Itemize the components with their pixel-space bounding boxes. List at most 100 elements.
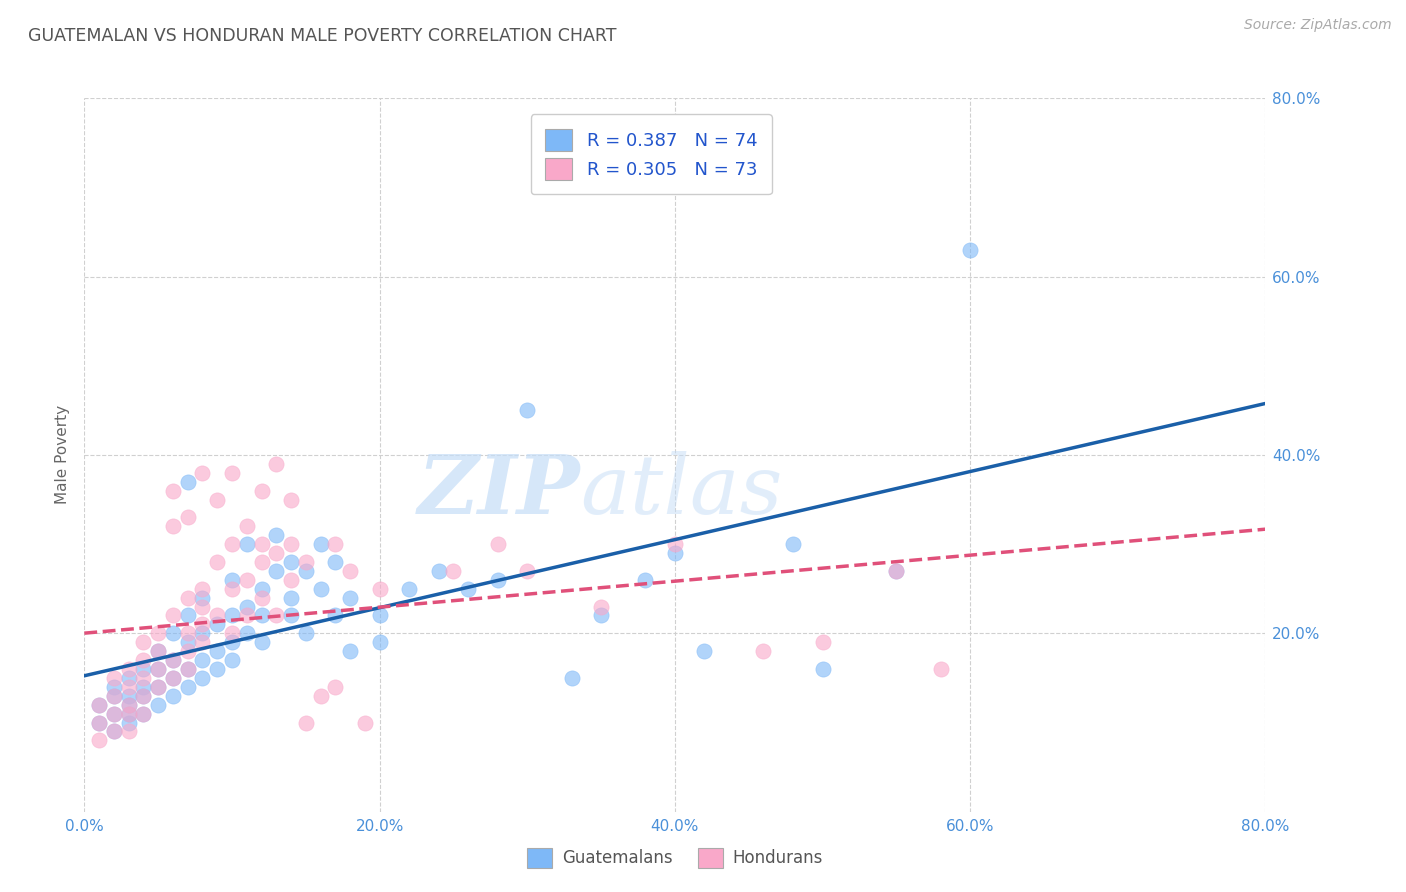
- Point: [132, 689, 155, 703]
- Point: [264, 528, 288, 542]
- Point: [118, 706, 141, 721]
- Point: [103, 689, 125, 703]
- Point: [811, 635, 834, 649]
- Point: [118, 662, 141, 676]
- Point: [118, 698, 141, 712]
- Point: [191, 591, 214, 605]
- Point: [118, 706, 141, 721]
- Point: [929, 662, 952, 676]
- Point: [280, 608, 302, 623]
- Point: [205, 644, 228, 658]
- Point: [264, 564, 288, 578]
- Point: [132, 635, 155, 649]
- Point: [177, 626, 200, 640]
- Y-axis label: Male Poverty: Male Poverty: [55, 405, 70, 505]
- Point: [323, 608, 347, 623]
- Point: [177, 475, 200, 489]
- Point: [221, 653, 243, 667]
- Point: [148, 644, 170, 658]
- Point: [339, 644, 361, 658]
- Point: [486, 573, 509, 587]
- Point: [221, 608, 243, 623]
- Point: [177, 644, 200, 658]
- Point: [132, 671, 155, 685]
- Point: [280, 537, 302, 551]
- Point: [250, 635, 273, 649]
- Point: [132, 689, 155, 703]
- Point: [191, 671, 214, 685]
- Point: [118, 689, 141, 703]
- Point: [87, 733, 111, 747]
- Point: [250, 608, 273, 623]
- Point: [162, 519, 184, 533]
- Point: [148, 644, 170, 658]
- Point: [295, 626, 318, 640]
- Point: [148, 626, 170, 640]
- Point: [264, 546, 288, 560]
- Point: [191, 582, 214, 596]
- Point: [323, 537, 347, 551]
- Point: [339, 591, 361, 605]
- Point: [959, 243, 981, 257]
- Point: [205, 492, 228, 507]
- Point: [693, 644, 716, 658]
- Point: [280, 492, 302, 507]
- Point: [516, 564, 538, 578]
- Point: [118, 680, 141, 694]
- Point: [177, 662, 200, 676]
- Point: [87, 715, 111, 730]
- Legend: Guatemalans, Hondurans: Guatemalans, Hondurans: [520, 841, 830, 875]
- Point: [118, 724, 141, 739]
- Point: [177, 591, 200, 605]
- Point: [148, 680, 170, 694]
- Point: [191, 466, 214, 480]
- Point: [221, 537, 243, 551]
- Point: [177, 608, 200, 623]
- Point: [132, 680, 155, 694]
- Point: [177, 680, 200, 694]
- Point: [295, 564, 318, 578]
- Point: [132, 653, 155, 667]
- Point: [177, 662, 200, 676]
- Point: [162, 608, 184, 623]
- Point: [323, 555, 347, 569]
- Point: [235, 608, 259, 623]
- Point: [264, 608, 288, 623]
- Point: [235, 519, 259, 533]
- Point: [221, 573, 243, 587]
- Point: [295, 715, 318, 730]
- Text: ZIP: ZIP: [418, 450, 581, 531]
- Point: [886, 564, 908, 578]
- Point: [457, 582, 479, 596]
- Point: [250, 582, 273, 596]
- Point: [221, 582, 243, 596]
- Point: [354, 715, 377, 730]
- Point: [162, 671, 184, 685]
- Point: [309, 582, 332, 596]
- Point: [148, 698, 170, 712]
- Point: [162, 653, 184, 667]
- Point: [132, 706, 155, 721]
- Point: [148, 680, 170, 694]
- Point: [205, 617, 228, 632]
- Point: [516, 403, 538, 417]
- Point: [87, 715, 111, 730]
- Text: atlas: atlas: [581, 450, 783, 531]
- Point: [250, 483, 273, 498]
- Point: [177, 635, 200, 649]
- Point: [235, 573, 259, 587]
- Point: [162, 653, 184, 667]
- Point: [368, 582, 391, 596]
- Point: [323, 680, 347, 694]
- Point: [191, 599, 214, 614]
- Point: [782, 537, 804, 551]
- Text: GUATEMALAN VS HONDURAN MALE POVERTY CORRELATION CHART: GUATEMALAN VS HONDURAN MALE POVERTY CORR…: [28, 27, 617, 45]
- Point: [309, 689, 332, 703]
- Point: [368, 635, 391, 649]
- Point: [118, 715, 141, 730]
- Point: [148, 662, 170, 676]
- Point: [339, 564, 361, 578]
- Point: [264, 457, 288, 471]
- Point: [191, 617, 214, 632]
- Point: [752, 644, 775, 658]
